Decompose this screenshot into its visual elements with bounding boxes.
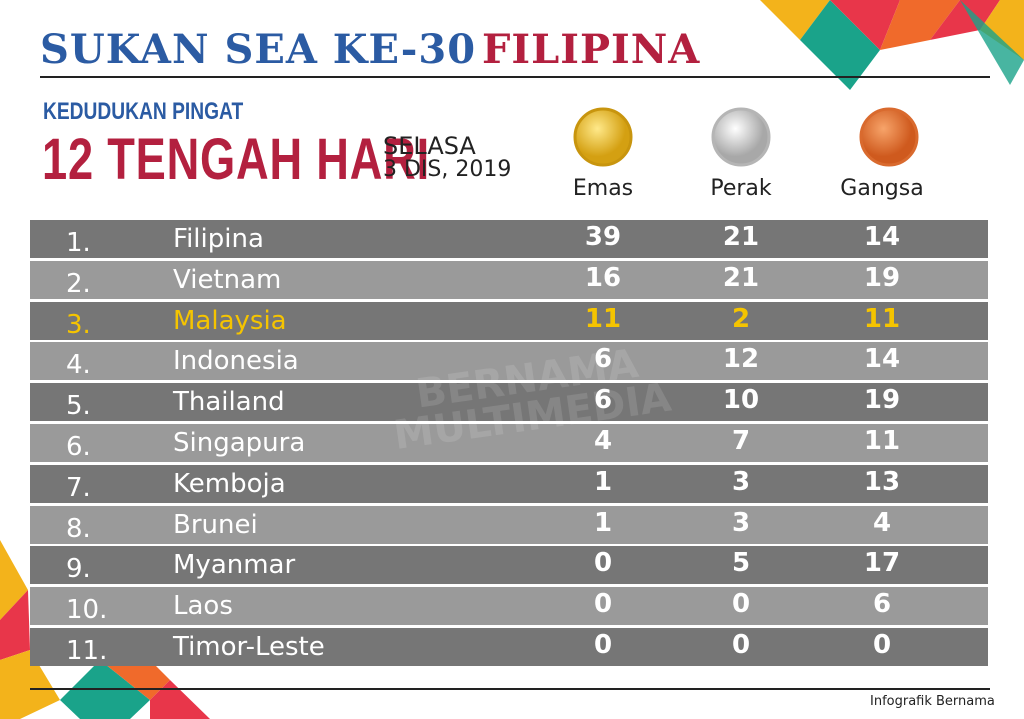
rank: 7. bbox=[66, 472, 91, 503]
title-event: SUKAN SEA KE-30 bbox=[40, 26, 477, 73]
medal-count: 3 bbox=[731, 507, 751, 538]
country: Myanmar bbox=[173, 550, 296, 581]
medal-count: 21 bbox=[722, 262, 760, 293]
medal-count: 14 bbox=[863, 222, 901, 252]
column-header: Perak bbox=[710, 176, 772, 201]
rank: 1. bbox=[66, 228, 91, 258]
country: Filipina bbox=[173, 224, 264, 254]
table-row: 11. Timor-Leste 0 0 0 bbox=[30, 628, 988, 666]
table-row: 2. Vietnam 16 21 19 bbox=[30, 260, 988, 299]
medal-count: 19 bbox=[863, 385, 901, 416]
medal-count: 13 bbox=[863, 466, 901, 497]
medal-count: 6 bbox=[593, 385, 613, 416]
rank: 8. bbox=[66, 513, 91, 544]
rank: 4. bbox=[66, 350, 91, 381]
medal-count: 21 bbox=[722, 222, 760, 252]
credit: Infografik Bernama bbox=[870, 694, 995, 709]
medal-count: 17 bbox=[863, 548, 901, 579]
medal-count: 0 bbox=[872, 630, 892, 660]
medal-count: 6 bbox=[593, 344, 613, 375]
subtitle-label: KEDUDUKAN PINGAT bbox=[43, 98, 244, 125]
country: Kemboja bbox=[173, 468, 286, 499]
medal-count: 16 bbox=[584, 262, 622, 293]
table-row: 10. Laos 0 0 6 bbox=[30, 587, 988, 626]
table-row: 7. Kemboja 1 3 13 bbox=[30, 464, 988, 503]
medal-count: 14 bbox=[863, 344, 901, 375]
subtitle-time: 12 TENGAH HARI bbox=[42, 127, 430, 192]
medal-count: 4 bbox=[593, 426, 613, 456]
table-row: 4. Indonesia 6 12 14 bbox=[30, 342, 988, 381]
rank: 11. bbox=[66, 636, 108, 666]
medal-count: 1 bbox=[593, 507, 613, 538]
subtitle-date: 3 DIS, 2019 bbox=[383, 157, 512, 182]
medal-count: 10 bbox=[722, 385, 760, 416]
country: Brunei bbox=[173, 509, 258, 540]
rank: 10. bbox=[66, 595, 108, 626]
rank: 5. bbox=[66, 391, 91, 422]
medal-count: 0 bbox=[731, 589, 751, 620]
table-row: 6. Singapura 4 7 11 bbox=[30, 424, 988, 462]
medal-count: 39 bbox=[584, 222, 622, 252]
medal-count: 12 bbox=[722, 344, 760, 375]
medal-count: 11 bbox=[584, 303, 622, 334]
medal-count: 0 bbox=[593, 548, 613, 579]
rank: 6. bbox=[66, 432, 91, 462]
subtitle-day: SELASA bbox=[383, 132, 476, 160]
medal-count: 3 bbox=[731, 466, 751, 497]
rule bbox=[40, 76, 990, 78]
medal-count: 4 bbox=[872, 507, 892, 538]
column-header: Gangsa bbox=[840, 176, 924, 201]
medal-count: 2 bbox=[731, 303, 751, 334]
rank: 2. bbox=[66, 268, 91, 299]
title-host: FILIPINA bbox=[482, 26, 701, 73]
country: Timor-Leste bbox=[173, 632, 325, 662]
table-row: 5. Thailand 6 10 19 bbox=[30, 383, 988, 422]
medal-count: 1 bbox=[593, 466, 613, 497]
country: Singapura bbox=[173, 428, 306, 458]
table-row: 3. Malaysia 11 2 11 bbox=[30, 301, 988, 340]
country: Malaysia bbox=[173, 305, 287, 336]
medal-count: 11 bbox=[863, 303, 901, 334]
rule bbox=[30, 688, 990, 690]
column-header: Emas bbox=[572, 176, 634, 201]
medal-count: 0 bbox=[593, 589, 613, 620]
country: Indonesia bbox=[173, 346, 299, 377]
table-row: 1. Filipina 39 21 14 bbox=[30, 220, 988, 258]
country: Laos bbox=[173, 591, 233, 622]
country: Thailand bbox=[173, 387, 285, 418]
rank: 9. bbox=[66, 554, 91, 585]
rank: 3. bbox=[66, 309, 91, 340]
medal-count: 19 bbox=[863, 262, 901, 293]
medal-count: 0 bbox=[593, 630, 613, 660]
medal-count: 11 bbox=[863, 426, 901, 456]
medal-count: 0 bbox=[731, 630, 751, 660]
medal-count: 6 bbox=[872, 589, 892, 620]
medal-count: 5 bbox=[731, 548, 751, 579]
medal-count: 7 bbox=[731, 426, 751, 456]
country: Vietnam bbox=[173, 264, 282, 295]
table-row: 9. Myanmar 0 5 17 bbox=[30, 546, 988, 585]
table-row: 8. Brunei 1 3 4 bbox=[30, 505, 988, 544]
